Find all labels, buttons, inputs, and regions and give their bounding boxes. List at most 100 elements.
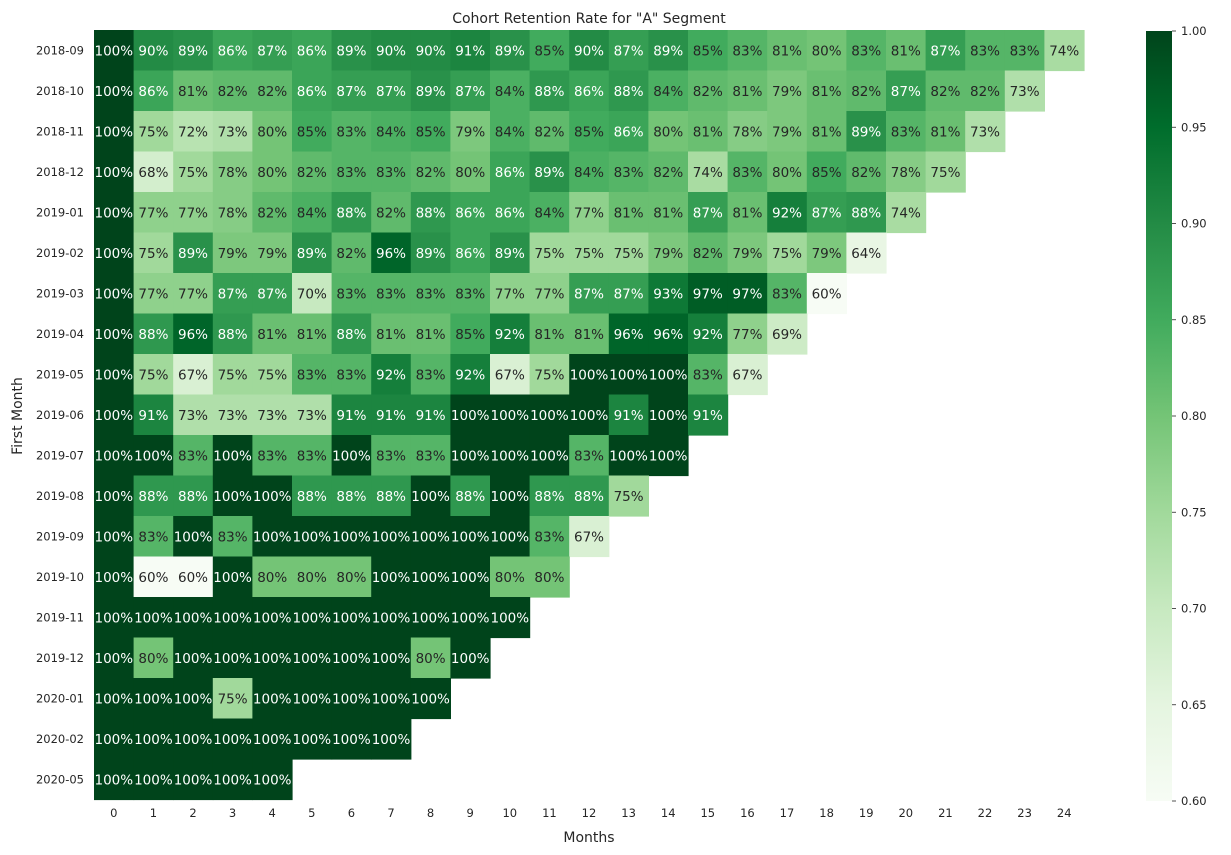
cell-value-label: 89% <box>495 43 525 59</box>
heatmap-cell <box>252 151 293 193</box>
cell-value-label: 83% <box>970 43 1000 59</box>
heatmap-cell <box>450 597 491 639</box>
cell-value-label: 89% <box>534 165 564 181</box>
heatmap-cell <box>331 394 372 436</box>
cell-value-label: 75% <box>138 246 168 262</box>
cell-value-label: 100% <box>253 691 292 707</box>
cell-value-label: 86% <box>574 84 604 100</box>
heatmap-cell <box>252 475 293 517</box>
heatmap-cell <box>94 30 135 72</box>
cell-value-label: 87% <box>257 286 287 302</box>
cell-value-label: 80% <box>257 124 287 140</box>
heatmap-cell <box>252 435 293 477</box>
heatmap-cell <box>886 192 927 234</box>
x-tick-label: 2 <box>189 806 196 820</box>
cell-value-label: 79% <box>812 246 842 262</box>
cell-value-label: 88% <box>574 489 604 505</box>
x-tick-label: 0 <box>110 806 117 820</box>
cell-value-label: 100% <box>609 448 648 464</box>
heatmap-cell <box>410 70 451 112</box>
heatmap-cell <box>688 70 729 112</box>
y-tick-label: 2019-10 <box>36 570 84 584</box>
cell-value-label: 88% <box>534 489 564 505</box>
cell-value-label: 69% <box>772 327 802 343</box>
heatmap-cell <box>252 70 293 112</box>
cell-value-label: 100% <box>94 570 133 586</box>
heatmap-cell <box>727 273 768 315</box>
heatmap-cell <box>133 232 174 274</box>
heatmap-cell <box>331 516 372 558</box>
heatmap-cell <box>767 151 808 193</box>
heatmap-cell-labels: 100% 90% 89% 86% 87% 86% 89% 90% 90% 91% 89% 85% 90%… <box>94 43 1079 788</box>
cell-value-label: 100% <box>94 408 133 424</box>
cell-value-label: 82% <box>693 246 723 262</box>
cell-value-label: 100% <box>174 691 213 707</box>
y-tick-label: 2019-05 <box>36 367 84 381</box>
heatmap-cell <box>846 151 887 193</box>
cell-value-label: 77% <box>138 205 168 221</box>
cell-value-label: 91% <box>416 408 446 424</box>
cell-value-label: 88% <box>416 205 446 221</box>
cell-value-label: 81% <box>416 327 446 343</box>
cell-value-label: 100% <box>372 529 411 545</box>
heatmap-cell <box>252 556 293 598</box>
cell-value-label: 100% <box>609 367 648 383</box>
heatmap-cell <box>212 637 253 679</box>
cell-value-label: 84% <box>653 84 683 100</box>
cell-value-label: 87% <box>257 43 287 59</box>
cell-value-label: 100% <box>490 610 529 626</box>
cell-value-label: 80% <box>416 651 446 667</box>
cell-value-label: 100% <box>94 691 133 707</box>
heatmap-cell <box>371 354 412 396</box>
cell-value-label: 93% <box>653 286 683 302</box>
cell-value-label: 100% <box>174 529 213 545</box>
heatmap-cell <box>648 435 689 477</box>
heatmap-cell <box>94 516 135 558</box>
heatmap-cell <box>450 394 491 436</box>
cell-value-label: 96% <box>376 246 406 262</box>
heatmap-cell <box>133 70 174 112</box>
heatmap-cell <box>331 637 372 679</box>
cell-value-label: 80% <box>772 165 802 181</box>
heatmap-cell <box>371 637 412 679</box>
x-tick-label: 13 <box>621 806 636 820</box>
heatmap-cell <box>133 637 174 679</box>
cell-value-label: 77% <box>495 286 525 302</box>
y-tick-label: 2020-05 <box>36 772 84 786</box>
cell-value-label: 86% <box>138 84 168 100</box>
cell-value-label: 82% <box>257 205 287 221</box>
cell-value-label: 67% <box>574 529 604 545</box>
cell-value-label: 100% <box>174 772 213 788</box>
colorbar-tick-label: 0.90 <box>1181 217 1207 231</box>
cell-value-label: 74% <box>1049 43 1079 59</box>
cell-value-label: 100% <box>372 691 411 707</box>
heatmap-cell <box>569 232 610 274</box>
heatmap-cell <box>331 435 372 477</box>
heatmap-cell <box>94 273 135 315</box>
heatmap-cell <box>94 313 135 355</box>
heatmap-cell <box>173 556 214 598</box>
cell-value-label: 92% <box>455 367 485 383</box>
cell-value-label: 86% <box>614 124 644 140</box>
heatmap-cell <box>806 30 847 72</box>
colorbar-tick-label: 0.60 <box>1181 794 1207 808</box>
cell-value-label: 84% <box>495 84 525 100</box>
heatmap-cell <box>608 30 649 72</box>
cell-value-label: 81% <box>693 124 723 140</box>
heatmap-cell <box>173 111 214 153</box>
heatmap-cell <box>529 394 570 436</box>
x-tick-label: 10 <box>502 806 517 820</box>
heatmap-cell <box>846 232 887 274</box>
cell-value-label: 75% <box>614 489 644 505</box>
heatmap-cell <box>490 192 531 234</box>
heatmap-cell <box>688 111 729 153</box>
heatmap-cell <box>688 232 729 274</box>
x-tick-label: 6 <box>348 806 355 820</box>
cell-value-label: 87% <box>574 286 604 302</box>
cell-value-label: 86% <box>218 43 248 59</box>
heatmap-cell <box>529 192 570 234</box>
cell-value-label: 80% <box>455 165 485 181</box>
heatmap-cell <box>173 637 214 679</box>
heatmap-cell <box>133 678 174 720</box>
cell-value-label: 91% <box>336 408 366 424</box>
